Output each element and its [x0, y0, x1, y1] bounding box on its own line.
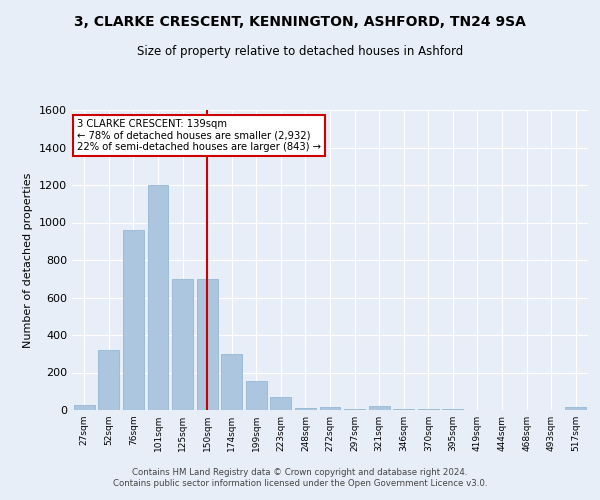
Text: Size of property relative to detached houses in Ashford: Size of property relative to detached ho…: [137, 45, 463, 58]
Bar: [98, 350, 119, 410]
Bar: [442, 409, 463, 410]
Y-axis label: Number of detached properties: Number of detached properties: [23, 172, 34, 348]
Bar: [197, 279, 218, 410]
Bar: [368, 406, 389, 410]
Bar: [344, 409, 365, 410]
Bar: [565, 407, 586, 410]
Bar: [271, 397, 292, 410]
Bar: [172, 279, 193, 410]
Bar: [418, 409, 439, 410]
Bar: [320, 407, 340, 410]
Bar: [246, 381, 267, 410]
Text: Contains HM Land Registry data © Crown copyright and database right 2024.
Contai: Contains HM Land Registry data © Crown c…: [113, 468, 487, 487]
Bar: [148, 185, 169, 410]
Bar: [295, 408, 316, 410]
Bar: [221, 354, 242, 410]
Bar: [393, 409, 414, 410]
Text: 3, CLARKE CRESCENT, KENNINGTON, ASHFORD, TN24 9SA: 3, CLARKE CRESCENT, KENNINGTON, ASHFORD,…: [74, 15, 526, 29]
Bar: [123, 230, 144, 410]
Text: 3 CLARKE CRESCENT: 139sqm
← 78% of detached houses are smaller (2,932)
22% of se: 3 CLARKE CRESCENT: 139sqm ← 78% of detac…: [77, 119, 321, 152]
Bar: [74, 406, 95, 410]
